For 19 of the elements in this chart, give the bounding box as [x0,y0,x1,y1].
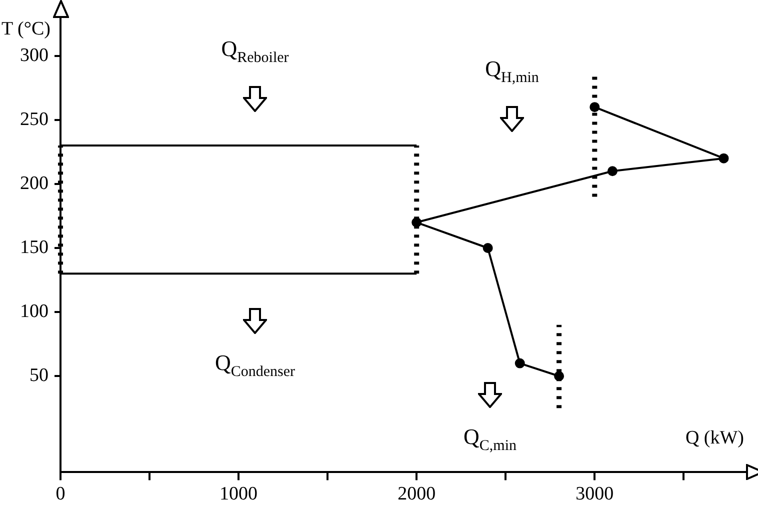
y-tick-label: 100 [20,301,48,322]
y-tick-label: 150 [20,236,48,258]
x-tick-label: 1000 [220,484,258,505]
x-axis-title: Q (kW) [685,428,744,449]
point [718,153,729,164]
y-tick-label: 300 [20,44,48,66]
point [412,217,422,228]
point [554,371,564,382]
point [607,166,618,176]
y-axis-title: T (°C) [2,18,50,40]
point [514,358,525,368]
x-tick-label: 2000 [398,484,436,505]
y-tick-label: 200 [20,172,48,194]
y-tick-label: 50 [30,365,48,386]
y-tick-label: 250 [20,108,48,130]
point [590,102,600,112]
x-tick-label: 0 [56,484,66,505]
x-tick-label: 3000 [576,484,614,505]
point [482,243,493,254]
